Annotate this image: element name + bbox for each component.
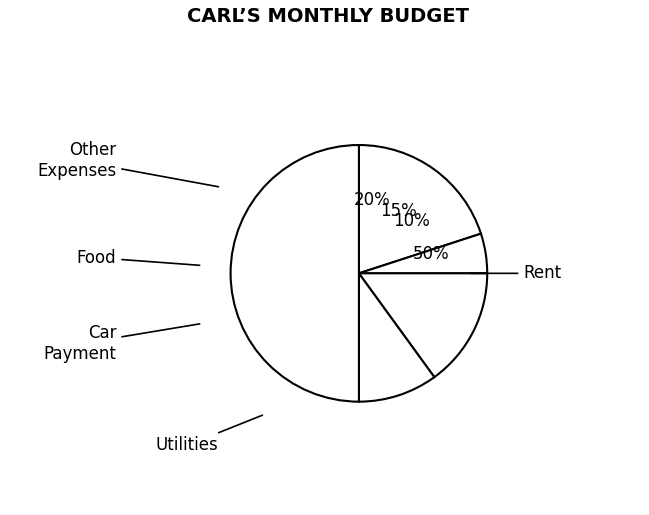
Wedge shape bbox=[359, 145, 481, 273]
Text: 20%: 20% bbox=[354, 191, 390, 209]
Text: Utilities: Utilities bbox=[155, 415, 262, 454]
Text: 10%: 10% bbox=[393, 212, 430, 230]
Text: Food: Food bbox=[77, 249, 200, 267]
Wedge shape bbox=[230, 145, 359, 402]
Text: Rent: Rent bbox=[471, 264, 561, 282]
Wedge shape bbox=[359, 273, 487, 377]
Title: CARL’S MONTHLY BUDGET: CARL’S MONTHLY BUDGET bbox=[187, 7, 469, 26]
Text: 15%: 15% bbox=[380, 201, 417, 219]
Wedge shape bbox=[359, 273, 434, 402]
Text: 50%: 50% bbox=[413, 245, 449, 263]
Wedge shape bbox=[359, 234, 487, 273]
Text: Car
Payment: Car Payment bbox=[43, 324, 200, 363]
Text: Other
Expenses: Other Expenses bbox=[37, 141, 219, 187]
